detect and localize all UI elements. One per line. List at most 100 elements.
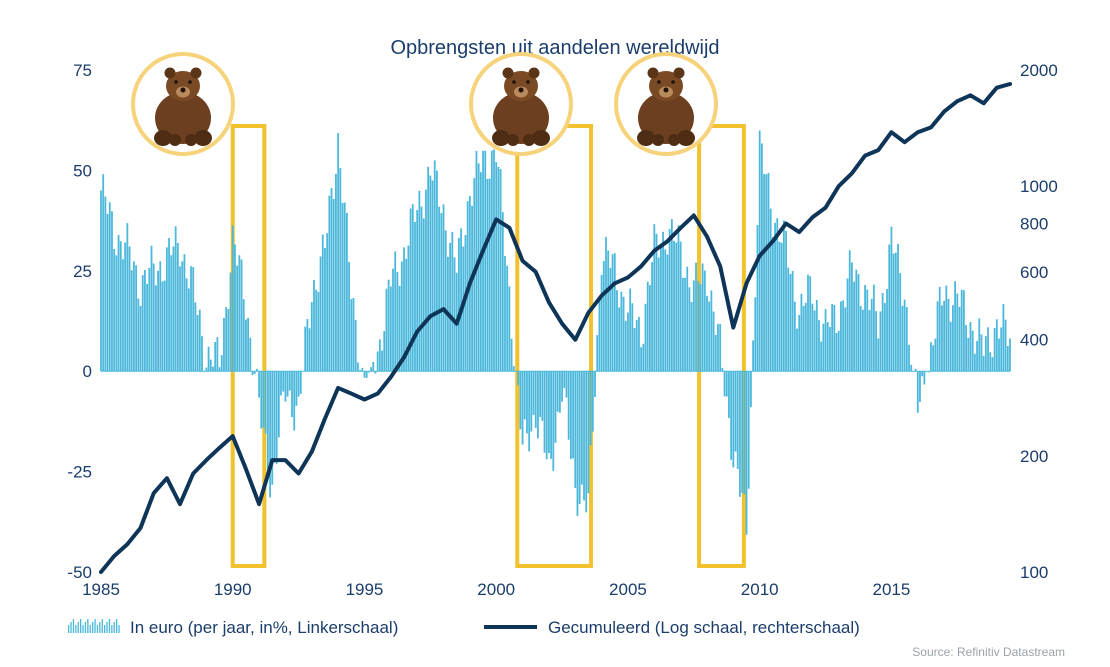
bar (335, 173, 337, 372)
bar (631, 303, 634, 372)
bar (150, 245, 153, 372)
left-axis: -50 -25 0 25 50 75 (67, 61, 92, 582)
bar (818, 320, 820, 372)
bar (170, 255, 173, 372)
bar (119, 241, 122, 372)
bar (328, 195, 331, 372)
legend-bar (77, 622, 79, 633)
bar (341, 202, 344, 372)
bar (736, 371, 739, 469)
bar (418, 190, 421, 372)
bar (796, 328, 798, 372)
bar (747, 371, 750, 489)
bar (163, 280, 166, 372)
bar (205, 367, 208, 372)
bar (589, 371, 592, 446)
bar (370, 367, 372, 372)
bar (436, 170, 438, 372)
bar (352, 297, 355, 372)
bar (844, 307, 847, 372)
legend-bar (68, 625, 70, 633)
bar (791, 271, 794, 372)
bar (231, 225, 234, 372)
bar (824, 309, 827, 372)
bear-body (638, 92, 694, 144)
bar (508, 286, 511, 372)
chart-title: Opbrengsten uit aandelen wereldwijd (390, 37, 719, 59)
bar (653, 224, 656, 372)
legend-bar (99, 622, 101, 633)
bar (365, 371, 368, 378)
bar (690, 302, 693, 372)
bar (607, 250, 610, 372)
bar (947, 298, 950, 372)
bar (840, 301, 842, 372)
bar (383, 331, 386, 372)
bar (598, 298, 601, 372)
bear-head (166, 71, 200, 101)
bar (183, 254, 186, 372)
bar (389, 286, 392, 372)
bar (813, 310, 816, 372)
bar (820, 341, 823, 372)
bar (293, 371, 296, 431)
bear-paw (507, 134, 519, 146)
bar (769, 208, 772, 372)
bear-icon-1 (131, 52, 235, 156)
bar (258, 371, 260, 398)
bar (539, 371, 542, 418)
bar (106, 213, 109, 372)
bar (378, 339, 381, 372)
bar (583, 371, 585, 501)
bar (405, 258, 408, 372)
bar (888, 244, 891, 372)
bar (1000, 327, 1003, 372)
bar (638, 316, 640, 372)
bar (482, 150, 484, 372)
right-tick-label: 400 (1020, 331, 1048, 350)
legend-bar (104, 625, 106, 633)
bear-ear (164, 67, 176, 79)
bar (962, 290, 965, 372)
bar (833, 305, 836, 372)
bar (348, 262, 351, 372)
legend-bar (96, 625, 99, 633)
bar (572, 371, 574, 459)
bar (640, 347, 643, 372)
bar (196, 315, 199, 372)
bear-icons (131, 52, 718, 156)
bar (484, 150, 487, 372)
bar (429, 175, 432, 372)
bar (253, 371, 256, 374)
bar (510, 338, 513, 372)
bar (956, 293, 959, 372)
bar (875, 311, 877, 372)
bar (758, 130, 761, 372)
bar (993, 327, 996, 372)
bar (444, 230, 447, 372)
bar (846, 278, 849, 372)
bar (765, 174, 768, 372)
bar (168, 238, 170, 372)
bar (260, 371, 263, 429)
bar (519, 371, 522, 430)
bar (475, 150, 478, 372)
bar (802, 305, 805, 372)
source-note: Source: Refinitiv Datastream (912, 645, 1065, 659)
bar (611, 254, 614, 372)
bar (778, 241, 781, 372)
bar (159, 261, 162, 372)
left-tick-label: 0 (83, 362, 92, 381)
bar (659, 246, 662, 372)
bar (958, 306, 961, 372)
bar (670, 219, 673, 372)
right-tick-label: 1000 (1020, 177, 1058, 196)
bar (1006, 346, 1009, 372)
bar (556, 371, 559, 412)
bar (214, 341, 217, 372)
bar (954, 281, 957, 372)
bar (848, 250, 851, 372)
bar (835, 333, 838, 372)
bar (613, 253, 616, 372)
bar (543, 371, 546, 453)
